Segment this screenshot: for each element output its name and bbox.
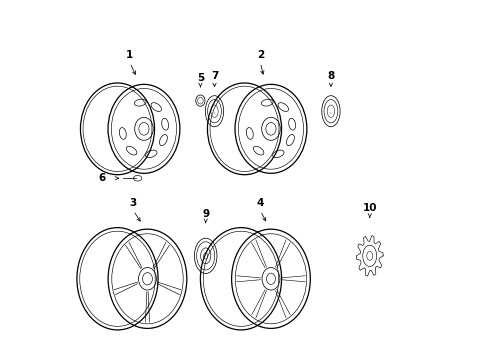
Text: 6: 6	[98, 173, 105, 183]
Text: 5: 5	[196, 73, 203, 83]
Text: 9: 9	[202, 208, 209, 219]
Text: 8: 8	[326, 71, 334, 81]
Text: 2: 2	[256, 50, 264, 60]
Text: 7: 7	[210, 71, 218, 81]
Text: 4: 4	[256, 198, 264, 208]
Text: 3: 3	[129, 198, 137, 208]
Text: 1: 1	[126, 50, 133, 60]
Text: 10: 10	[362, 203, 376, 213]
